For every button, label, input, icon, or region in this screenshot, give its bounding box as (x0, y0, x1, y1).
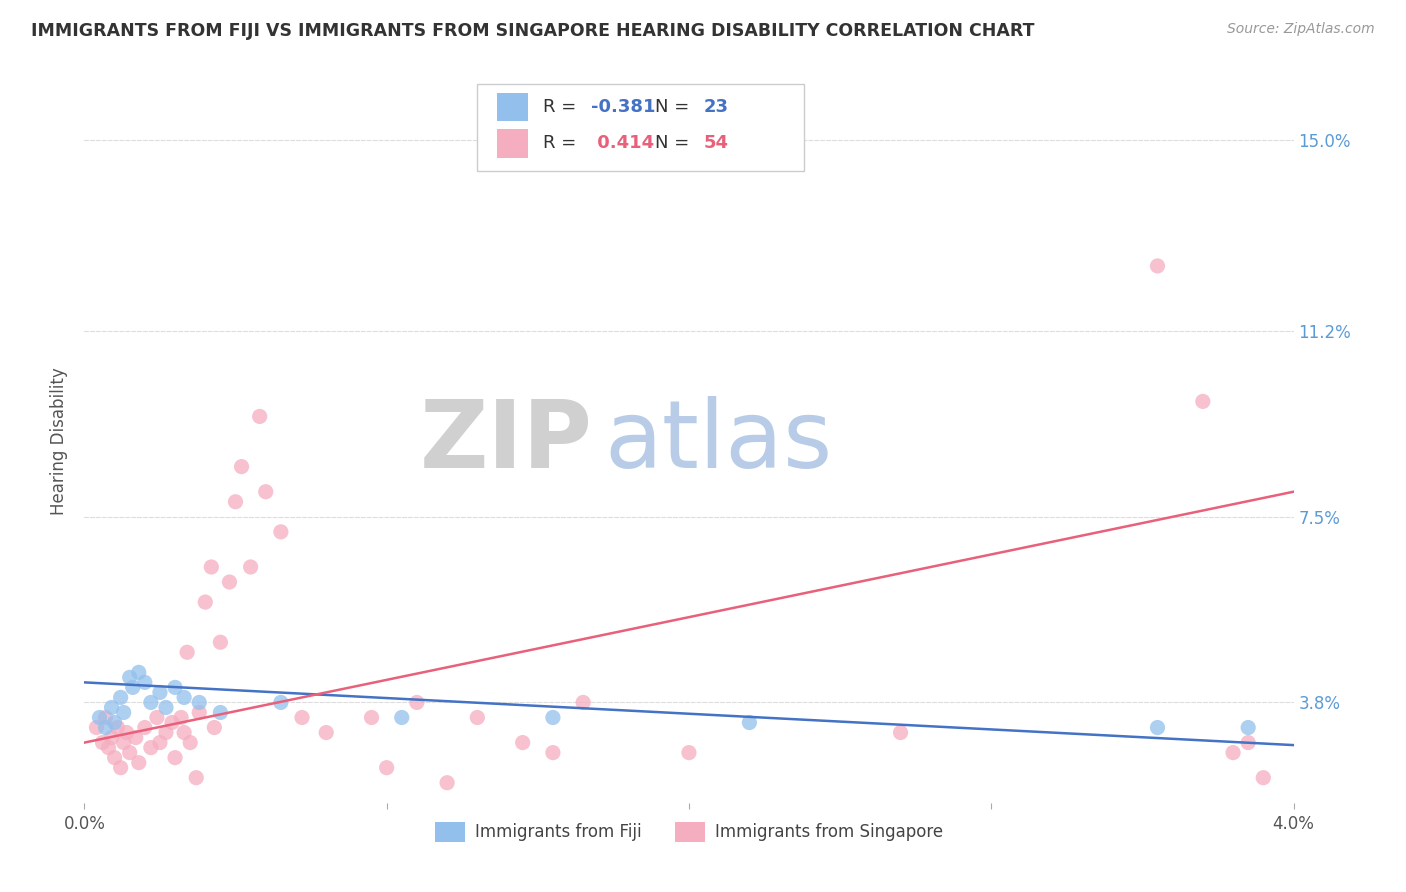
FancyBboxPatch shape (496, 128, 529, 158)
Point (1237, 721, 1260, 735)
Point (467, 710, 489, 724)
Text: Source: ZipAtlas.com: Source: ZipAtlas.com (1227, 22, 1375, 37)
Point (115, 725, 138, 739)
Point (738, 715, 761, 730)
Point (134, 721, 156, 735)
Point (104, 715, 127, 730)
Point (200, 560, 222, 574)
Point (118, 670, 141, 684)
Point (188, 706, 211, 720)
Point (104, 750, 127, 764)
Point (165, 681, 187, 695)
Point (315, 725, 337, 739)
Text: -0.381: -0.381 (591, 98, 655, 116)
Text: 23: 23 (703, 98, 728, 116)
Point (110, 690, 132, 705)
Point (436, 775, 458, 790)
Point (100, 731, 122, 745)
Point (231, 459, 253, 474)
Point (170, 710, 193, 724)
Point (186, 771, 208, 785)
Point (173, 690, 195, 705)
Point (254, 484, 277, 499)
Point (678, 746, 700, 760)
Point (86, 721, 108, 735)
Point (134, 675, 156, 690)
Point (121, 681, 143, 695)
Point (128, 665, 150, 680)
Point (165, 750, 187, 764)
Point (1237, 735, 1260, 749)
Text: N =: N = (655, 98, 695, 116)
Point (188, 696, 211, 710)
Point (89, 710, 111, 724)
Point (1222, 746, 1244, 760)
Text: R =: R = (543, 134, 582, 153)
Point (890, 725, 912, 739)
Legend: Immigrants from Fiji, Immigrants from Singapore: Immigrants from Fiji, Immigrants from Si… (429, 815, 949, 848)
Point (391, 710, 413, 724)
Point (112, 735, 135, 749)
Text: ZIP: ZIP (419, 395, 592, 488)
Point (110, 761, 132, 775)
Point (1253, 771, 1275, 785)
Point (360, 710, 382, 724)
FancyBboxPatch shape (496, 93, 529, 121)
Point (97, 740, 120, 755)
Point (270, 696, 292, 710)
Point (1146, 721, 1168, 735)
FancyBboxPatch shape (478, 84, 804, 170)
Point (100, 700, 122, 714)
Point (541, 746, 564, 760)
Point (149, 735, 172, 749)
Point (118, 746, 141, 760)
Point (94, 710, 117, 724)
Point (112, 706, 135, 720)
Point (139, 740, 162, 755)
Point (202, 721, 225, 735)
Text: R =: R = (543, 98, 582, 116)
Point (239, 560, 262, 574)
Point (146, 710, 169, 724)
Point (406, 696, 429, 710)
Point (160, 715, 183, 730)
Point (572, 696, 595, 710)
Y-axis label: Hearing Disability: Hearing Disability (51, 368, 69, 516)
Point (194, 595, 217, 609)
Point (1146, 259, 1168, 273)
Text: 54: 54 (703, 134, 728, 153)
Point (107, 721, 129, 735)
Point (149, 685, 172, 699)
Point (128, 756, 150, 770)
Point (375, 761, 398, 775)
Point (209, 706, 232, 720)
Point (125, 731, 148, 745)
Text: atlas: atlas (605, 395, 832, 488)
Point (94, 721, 117, 735)
Text: IMMIGRANTS FROM FIJI VS IMMIGRANTS FROM SINGAPORE HEARING DISABILITY CORRELATION: IMMIGRANTS FROM FIJI VS IMMIGRANTS FROM … (31, 22, 1035, 40)
Point (139, 696, 162, 710)
Point (179, 735, 201, 749)
Point (541, 710, 564, 724)
Point (155, 700, 177, 714)
Point (291, 710, 314, 724)
Point (173, 725, 195, 739)
Point (1192, 394, 1215, 409)
Point (155, 725, 177, 739)
Point (249, 409, 271, 424)
Point (225, 494, 247, 508)
Text: 0.414: 0.414 (591, 134, 654, 153)
Text: N =: N = (655, 134, 695, 153)
Point (512, 735, 534, 749)
Point (209, 635, 232, 649)
Point (270, 524, 292, 539)
Point (218, 574, 240, 589)
Point (176, 645, 198, 659)
Point (91, 735, 114, 749)
